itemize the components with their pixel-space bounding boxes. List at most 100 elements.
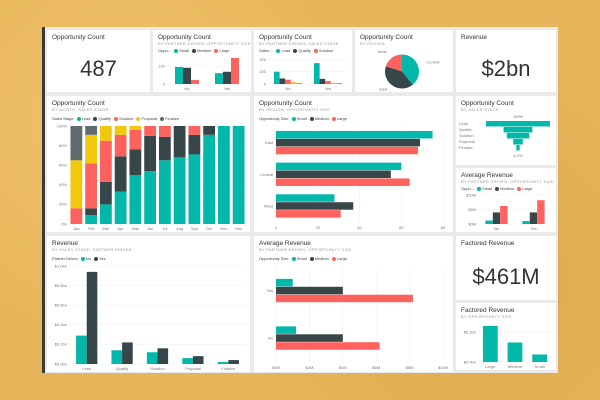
bar-segment — [144, 126, 157, 136]
funnel-bar — [503, 127, 533, 133]
bar-segment — [203, 134, 216, 224]
tile-c3[interactable]: Opportunity Count BY REGION Central East Wes… — [355, 30, 453, 92]
y-tick-label: 60% — [59, 163, 67, 168]
x-tick-label: 20 — [316, 225, 321, 230]
chart-plot: 0 20 40 60 80 East Central West — [260, 127, 446, 230]
x-tick-label: Finalize — [221, 366, 236, 371]
chart-subtitle: BY REGION — [360, 41, 385, 46]
bar-segment — [70, 126, 83, 161]
tile-c8[interactable]: Revenue BY SALES STAGE, PARTNER DRIVEN Par… — [47, 236, 250, 372]
legend-item[interactable]: Qualify — [93, 116, 111, 121]
legend-item[interactable]: Finalize — [160, 116, 179, 121]
y-tick-label: East — [265, 140, 274, 145]
legend-item[interactable]: Proposal — [136, 116, 157, 121]
legend-item[interactable]: Small — [291, 116, 307, 121]
bar — [276, 334, 343, 342]
chart-legend: Partner Driven No Yes — [52, 256, 105, 261]
bar — [146, 352, 158, 364]
chart-legend: Oppo... Small Medium Large — [461, 186, 533, 191]
legend-item[interactable]: Small — [291, 256, 307, 261]
legend-item[interactable]: Large — [331, 256, 347, 261]
legend-swatch — [331, 256, 336, 261]
bar — [276, 194, 335, 202]
chart-subtitle: BY REGION, OPPORTUNITY SIZE — [259, 107, 331, 112]
legend-item[interactable]: No — [80, 256, 91, 261]
legend-item[interactable]: Qualify — [293, 48, 311, 53]
bar — [183, 67, 191, 84]
bar — [290, 82, 297, 84]
bar — [276, 326, 297, 334]
bar — [532, 354, 548, 362]
tile-c7[interactable]: Average Revenue BY PARTNER DRIVEN, OPPORT… — [456, 168, 556, 232]
legend-swatch — [276, 48, 281, 53]
x-tick-label: Dec — [235, 226, 242, 231]
bar — [276, 178, 410, 186]
tile-c9[interactable]: Average Revenue BY PARTNER DRIVEN, OPPORT… — [254, 236, 453, 372]
legend-item[interactable]: Lead — [76, 116, 90, 121]
tile-title: Factored Revenue — [461, 240, 515, 247]
legend-item[interactable]: Large — [517, 186, 533, 191]
legend-swatch — [293, 48, 298, 53]
tile-c2[interactable]: Opportunity Count BY PARTNER DRIVEN, SALE… — [254, 30, 352, 92]
legend-swatch — [160, 116, 165, 121]
tile-c6[interactable]: Opportunity Count BY SALES STAGE 100% Lead Q… — [456, 96, 556, 165]
legend-item[interactable]: Medium — [495, 186, 514, 191]
bar — [274, 71, 280, 84]
legend-item[interactable]: Solution — [113, 116, 133, 121]
tile-c4[interactable]: Opportunity Count BY MONTH, SALES STAGE Sa… — [47, 96, 250, 232]
bar — [215, 73, 223, 84]
legend-item[interactable]: Medium — [309, 116, 329, 121]
x-tick-label: Oct — [206, 226, 213, 231]
tile-c5[interactable]: Opportunity Count BY REGION, OPPORTUNITY … — [254, 96, 453, 232]
bar — [76, 335, 87, 364]
tile-opportunity-count[interactable]: Opportunity Count 487 — [47, 30, 150, 92]
legend-item[interactable]: Medium — [309, 256, 329, 261]
tile-revenue[interactable]: Revenue $2bn — [456, 30, 556, 92]
legend-item[interactable]: Solution — [313, 48, 333, 53]
x-tick-label: May — [132, 226, 140, 231]
x-tick-label: Solution — [150, 366, 164, 371]
y-tick-label: 100 — [158, 63, 165, 68]
legend-item[interactable]: Small — [477, 186, 492, 191]
legend-item[interactable]: Medium — [192, 48, 211, 53]
legend-item[interactable]: Yes — [93, 256, 105, 261]
y-tick-label: No — [268, 336, 274, 341]
kpi-value: $461M — [472, 264, 540, 289]
x-tick-label: No — [184, 86, 190, 91]
chart-plot: $0.0bn $0.2bn Large Medium Small — [464, 326, 552, 369]
legend-label: Large — [336, 116, 348, 121]
x-tick-label: Yes — [224, 86, 231, 91]
y-tick-label: 200 — [259, 57, 266, 62]
bar — [276, 138, 421, 147]
funnel-bottom-label: 5.2% — [513, 153, 523, 158]
bar-segment — [85, 208, 98, 216]
pie-label: East — [379, 87, 388, 92]
chart-title: Average Revenue — [259, 240, 311, 247]
legend-swatch — [113, 116, 118, 121]
x-tick-label: Small — [535, 364, 545, 369]
tile-c10[interactable]: Factored Revenue BY OPPORTUNITY SIZE $0.0b… — [456, 303, 556, 370]
bar — [276, 130, 433, 139]
legend-item[interactable]: Large — [214, 48, 230, 53]
x-tick-label: 60 — [399, 225, 404, 230]
legend-item[interactable]: Lead — [276, 48, 290, 53]
chart-title: Opportunity Count — [259, 34, 312, 41]
funnel-stage-label: Lead — [459, 121, 468, 126]
dashboard: Opportunity Count 487 Revenue $2bn Facto… — [42, 27, 558, 373]
chart-title: Revenue — [52, 240, 79, 247]
legend-item[interactable]: Small — [174, 48, 189, 53]
legend-swatch — [192, 48, 197, 53]
bar-segment — [158, 126, 171, 137]
bar-segment — [129, 175, 142, 224]
tile-factored-revenue[interactable]: Factored Revenue $461M — [456, 236, 556, 300]
funnel-stage-label: Qualify — [459, 127, 471, 132]
y-tick-label: Central — [260, 172, 273, 177]
legend-item[interactable]: Large — [331, 116, 348, 121]
legend-title: Oppo... — [461, 186, 475, 191]
tile-c1[interactable]: Opportunity Count BY PARTNER DRIVEN, OPPO… — [153, 30, 251, 92]
legend-label: Proposal — [141, 116, 158, 121]
y-tick-label: 40% — [59, 182, 67, 187]
x-tick-label: Qualify — [116, 366, 128, 371]
bar-segment — [158, 160, 171, 224]
y-tick-label: $0M — [468, 221, 476, 226]
